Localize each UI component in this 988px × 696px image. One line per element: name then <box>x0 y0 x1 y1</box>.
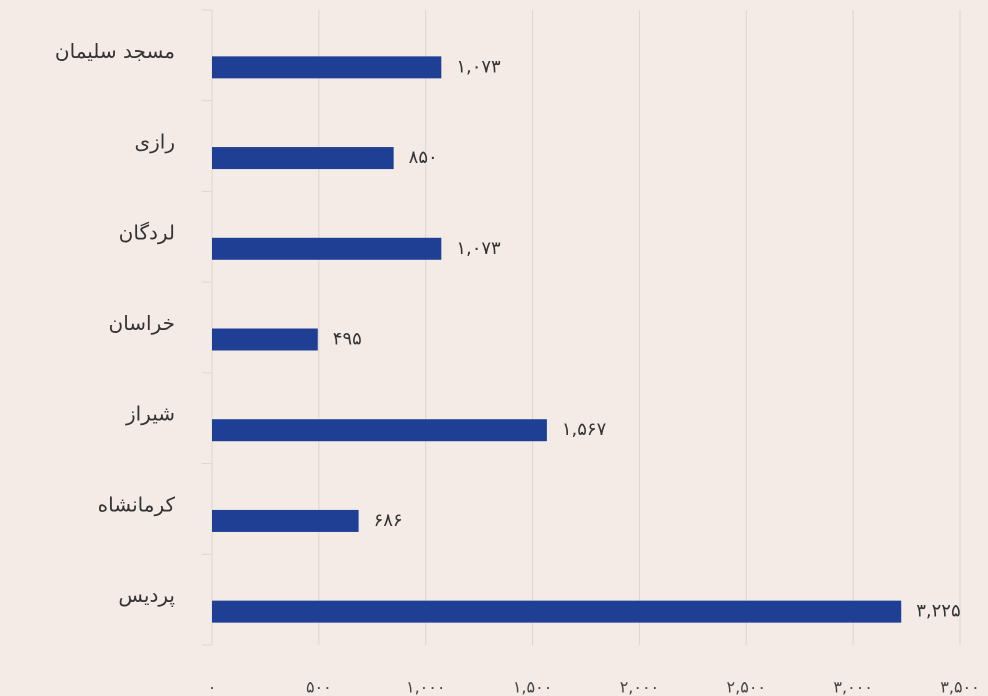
bar <box>212 147 394 170</box>
x-tick-label: ۲,۵۰۰ <box>727 678 766 696</box>
value-label: ۴۹۵ <box>333 329 362 350</box>
bar <box>212 600 902 623</box>
x-tick-label: ۱,۰۰۰ <box>406 678 445 696</box>
y-tick-label: شیراز <box>125 402 175 426</box>
y-tick-label: لردگان <box>119 220 175 244</box>
value-label: ۱,۵۶۷ <box>562 419 607 440</box>
x-tick-label: ۱,۵۰۰ <box>513 678 552 696</box>
value-label: ۱,۰۷۳ <box>456 56 501 77</box>
y-tick-label: کرمانشاه <box>98 492 176 516</box>
y-tick-label: خراسان <box>109 311 176 335</box>
y-tick-label: پردیس <box>118 583 175 608</box>
y-tick-label: مسجد سلیمان <box>55 39 175 63</box>
bar <box>212 328 318 351</box>
x-tick-label: ۳,۰۰۰ <box>833 678 872 696</box>
x-tick-label: ۳,۵۰۰ <box>940 678 979 696</box>
x-tick-label: ۵۰۰ <box>306 678 332 696</box>
x-tick-label: ۲,۰۰۰ <box>620 678 659 696</box>
bar <box>212 237 442 260</box>
bar <box>212 419 547 442</box>
bar <box>212 56 442 79</box>
x-tick-label: ۰ <box>208 678 217 696</box>
value-label: ۱,۰۷۳ <box>456 238 501 259</box>
value-label: ۶۸۶ <box>374 510 403 531</box>
value-label: ۸۵۰ <box>409 147 438 168</box>
value-label: ۳,۲۲۵ <box>916 601 960 622</box>
bar <box>212 509 359 532</box>
y-tick-label: رازی <box>134 130 175 154</box>
